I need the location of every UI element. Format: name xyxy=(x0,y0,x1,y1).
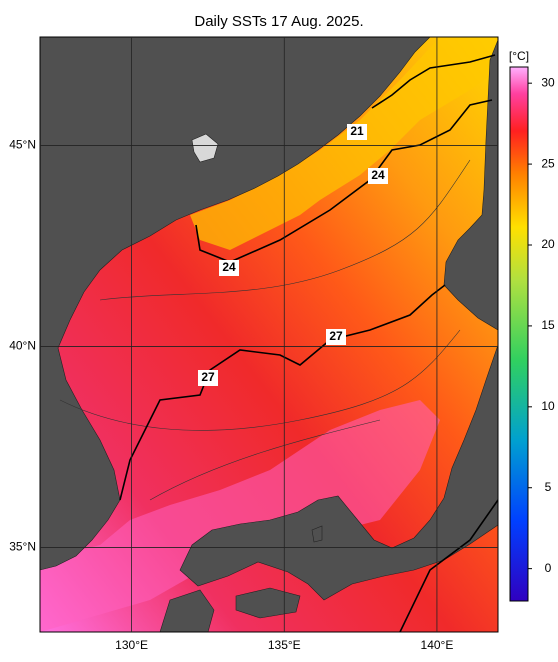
contour-21 xyxy=(371,54,496,109)
x-tick-label: 130°E xyxy=(115,638,148,652)
title: Daily SSTs 17 Aug. 2025. xyxy=(194,13,363,30)
contour xyxy=(149,419,381,501)
sado-island xyxy=(311,525,323,543)
colorbar-tick-label: 0 xyxy=(545,561,552,575)
contour xyxy=(59,329,461,431)
x-tick-label: 140°E xyxy=(421,638,454,652)
colorbar xyxy=(509,66,529,602)
colorbar-tick-label: 5 xyxy=(545,480,552,494)
contour-label-box xyxy=(198,370,218,386)
lake xyxy=(191,133,219,163)
contour-label-box xyxy=(347,124,367,140)
contour-label: 21 xyxy=(350,124,364,138)
contour-27 xyxy=(119,284,446,501)
contour-label-box xyxy=(368,168,388,184)
honshu xyxy=(179,344,498,601)
contour-label: 24 xyxy=(371,168,385,182)
contour xyxy=(99,159,471,301)
colorbar-tick-label: 15 xyxy=(541,318,555,332)
map-area xyxy=(40,37,498,632)
colorbar-tick-label: 30 xyxy=(541,75,555,89)
map-frame xyxy=(39,36,499,633)
y-tick-label: 45°N xyxy=(9,138,36,152)
asia-land xyxy=(40,37,431,571)
y-tick-label: 35°N xyxy=(9,540,36,554)
y-tick-label: 40°N xyxy=(9,339,36,353)
warm-band xyxy=(190,37,498,250)
colorbar-tick-label: 25 xyxy=(541,156,555,170)
contour-label: 27 xyxy=(329,329,343,343)
pink-zone xyxy=(40,400,440,632)
contour-label-box xyxy=(326,329,346,345)
contour-label-box xyxy=(219,260,239,276)
contour-label: 24 xyxy=(222,260,236,274)
contour-27b xyxy=(399,499,498,632)
contour-label: 27 xyxy=(201,370,215,384)
sakhalin-hokkaido xyxy=(443,39,498,331)
colorbar-tick-label: 10 xyxy=(541,399,555,413)
kyushu xyxy=(159,589,215,632)
colorbar-unit: [°C] xyxy=(509,49,529,63)
x-tick-label: 135°E xyxy=(268,638,301,652)
colorbar-tick-label: 20 xyxy=(541,237,555,251)
